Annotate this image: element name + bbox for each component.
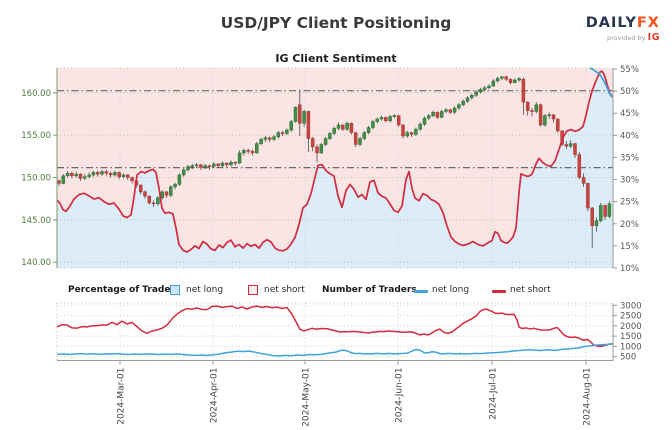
logo-fx-accent: FX <box>636 15 660 31</box>
date-axis-tick-label: 2024-Jul-01 <box>489 368 499 420</box>
candlestick-series <box>57 75 612 248</box>
count-net-long-swatch <box>414 290 428 293</box>
count-axis-tick-label: 1000 <box>620 342 642 352</box>
page-title: USD/JPY Client Positioning <box>220 14 452 32</box>
net-long-count-line <box>56 343 614 357</box>
chart-subtitle: IG Client Sentiment <box>275 52 397 65</box>
pct-axis-tick-label: 35% <box>620 153 639 163</box>
net-short-pct-line <box>56 70 614 253</box>
pct-axis-tick-label: 30% <box>620 176 639 186</box>
legend-pct-net-short: net short <box>264 285 305 295</box>
pct-axis-tick-label: 25% <box>620 198 639 208</box>
pct-axis-tick-label: 15% <box>620 242 639 252</box>
pct-axis-tick-label: 45% <box>620 109 639 119</box>
date-axis-tick-label: 2024-Aug-01 <box>583 368 593 426</box>
price-axis-tick-label: 160.00 <box>21 89 51 99</box>
date-axis-tick-label: 2024-May-01 <box>302 368 312 427</box>
legend-count-group-label: Number of Traders <box>322 285 417 295</box>
date-axis-tick-label: 2024-Jun-01 <box>395 368 405 423</box>
price-axis-tick-label: 145.00 <box>21 216 51 226</box>
count-axis-tick-label: 2500 <box>620 312 642 322</box>
count-net-short-swatch <box>492 290 506 293</box>
net-long-area <box>57 71 613 268</box>
pct-net-short-swatch <box>248 285 258 295</box>
pct-axis-tick-label: 55% <box>620 65 639 75</box>
pct-net-long-swatch <box>170 285 180 295</box>
pct-axis-tick-label: 40% <box>620 131 639 141</box>
count-axis-tick-label: 500 <box>620 353 636 363</box>
pct-axis-tick-label: 20% <box>620 220 639 230</box>
legend-pct-net-long: net long <box>186 285 224 295</box>
price-axis-tick-label: 140.00 <box>21 258 51 268</box>
provided-by-ig: provided by IG <box>607 31 660 43</box>
price-axis-tick-label: 155.00 <box>21 131 51 141</box>
net-short-count-line <box>56 305 614 348</box>
legend-count-net-short: net short <box>510 285 551 295</box>
pct-axis-tick-label: 50% <box>620 87 639 97</box>
legend-pct-group-label: Percentage of Traders <box>68 285 181 295</box>
date-axis-tick-label: 2024-Apr-01 <box>210 368 220 424</box>
ig-logo: IG <box>647 31 660 43</box>
net-long-pct-line <box>589 67 613 97</box>
net-short-area <box>57 68 613 253</box>
price-axis-tick-label: 150.00 <box>21 174 51 184</box>
dailyfx-logo-text: DAILYFX <box>585 15 660 31</box>
legend-count-net-long: net long <box>432 285 470 295</box>
pct-axis-tick-label: 10% <box>620 264 639 274</box>
count-axis-tick-label: 3000 <box>620 301 642 311</box>
dailyfx-logo: DAILYFX provided by IG <box>585 15 660 43</box>
date-axis-tick-label: 2024-Mar-01 <box>117 368 127 425</box>
count-axis-tick-label: 1500 <box>620 332 642 342</box>
count-axis-tick-label: 2000 <box>620 322 642 332</box>
